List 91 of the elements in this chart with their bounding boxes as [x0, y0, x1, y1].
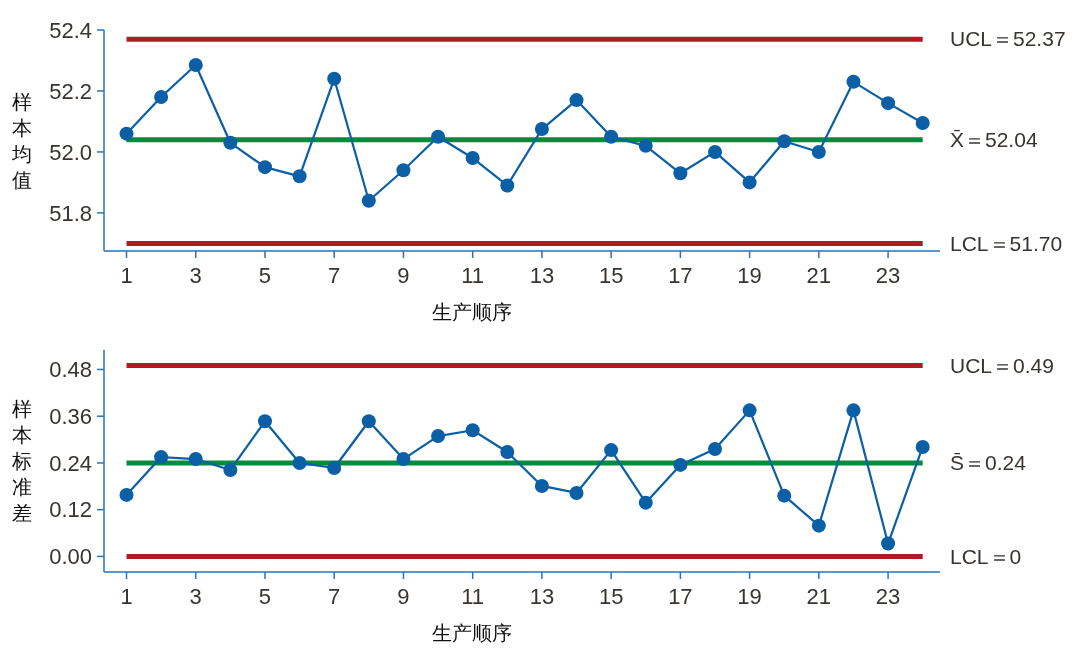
- point: [292, 455, 307, 470]
- y-tick-label: 51.8: [49, 200, 92, 226]
- x-tick-label: 15: [598, 584, 624, 609]
- x-tick-label: 11: [461, 263, 485, 288]
- point: [846, 403, 861, 418]
- point: [811, 518, 826, 533]
- point: [465, 423, 480, 438]
- point: [431, 429, 446, 444]
- point: [361, 193, 376, 208]
- x-tick-label: 9: [397, 584, 410, 609]
- point: [119, 487, 134, 502]
- point: [638, 495, 653, 510]
- x-axis-title: 生产顺序: [432, 301, 512, 323]
- x-tick-label: 21: [806, 584, 832, 609]
- y-tick-label: 0.00: [49, 544, 92, 570]
- point: [396, 163, 411, 178]
- x-tick-label: 13: [529, 263, 555, 288]
- point: [396, 452, 411, 467]
- x-tick-label: 5: [258, 263, 272, 288]
- point: [673, 457, 688, 472]
- x-tick-label: 23: [875, 263, 901, 288]
- point: [292, 169, 307, 184]
- x-axis-title: 生产顺序: [432, 622, 512, 644]
- point: [881, 96, 896, 111]
- point: [811, 144, 826, 159]
- y-tick-label: 52.2: [49, 78, 92, 104]
- y-tick-label: 0.48: [49, 357, 92, 383]
- point: [569, 93, 584, 108]
- x-tick-label: 15: [598, 263, 624, 288]
- point: [257, 160, 272, 175]
- ref-line-label: LCL＝0: [950, 544, 1022, 568]
- point: [604, 443, 619, 458]
- point: [707, 144, 722, 159]
- x-tick-label: 23: [875, 584, 901, 609]
- y-tick-label: 52.4: [49, 17, 92, 43]
- point: [569, 485, 584, 500]
- x-tick-label: 1: [120, 584, 133, 609]
- x-tick-label: 3: [189, 263, 202, 288]
- y-tick-label: 0.12: [49, 497, 92, 523]
- ref-line-label: X̄＝52.04: [950, 128, 1038, 152]
- point: [327, 71, 342, 86]
- x-tick-label: 3: [189, 584, 202, 609]
- ref-line-label: LCL＝51.70: [950, 231, 1063, 255]
- y-axis-title: 样本均值: [11, 90, 32, 191]
- point: [119, 126, 134, 141]
- y-tick-label: 0.36: [49, 403, 92, 429]
- point: [742, 175, 757, 190]
- x-tick-label: 13: [529, 584, 555, 609]
- point: [915, 115, 930, 130]
- point: [188, 58, 203, 73]
- point: [154, 90, 169, 105]
- point: [223, 462, 238, 477]
- point: [881, 536, 896, 551]
- point: [638, 138, 653, 153]
- point: [777, 134, 792, 149]
- x-tick-label: 19: [737, 263, 762, 288]
- point: [465, 151, 480, 166]
- x-tick-label: 5: [258, 584, 272, 609]
- x-tick-label: 19: [737, 584, 762, 609]
- x-tick-label: 1: [120, 263, 133, 288]
- x-tick-label: 21: [806, 263, 832, 288]
- x-tick-label: 17: [668, 263, 693, 288]
- ref-line-label: UCL＝0.49: [950, 353, 1054, 377]
- point: [707, 441, 722, 456]
- point: [673, 166, 688, 181]
- x-tick-label: 7: [328, 584, 341, 609]
- y-tick-label: 52.0: [49, 139, 92, 165]
- point: [846, 74, 861, 89]
- point: [154, 450, 169, 465]
- point: [257, 414, 272, 429]
- point: [361, 414, 376, 429]
- ref-line-label: S̄＝0.24: [950, 451, 1027, 475]
- point: [188, 452, 203, 467]
- point: [534, 122, 549, 137]
- ref-line-label: UCL＝52.37: [950, 27, 1066, 51]
- point: [327, 461, 342, 476]
- point: [742, 403, 757, 418]
- point: [223, 135, 238, 150]
- point: [777, 488, 792, 503]
- x-tick-label: 11: [461, 584, 485, 609]
- point: [500, 445, 515, 460]
- point: [604, 129, 619, 144]
- x-tick-label: 9: [397, 263, 410, 288]
- x-tick-label: 17: [668, 584, 693, 609]
- point: [500, 178, 515, 193]
- point: [431, 129, 446, 144]
- point: [534, 478, 549, 493]
- y-tick-label: 0.24: [49, 450, 92, 476]
- y-axis-title: 样本标准差: [11, 398, 32, 524]
- point: [915, 439, 930, 454]
- x-tick-label: 7: [328, 263, 341, 288]
